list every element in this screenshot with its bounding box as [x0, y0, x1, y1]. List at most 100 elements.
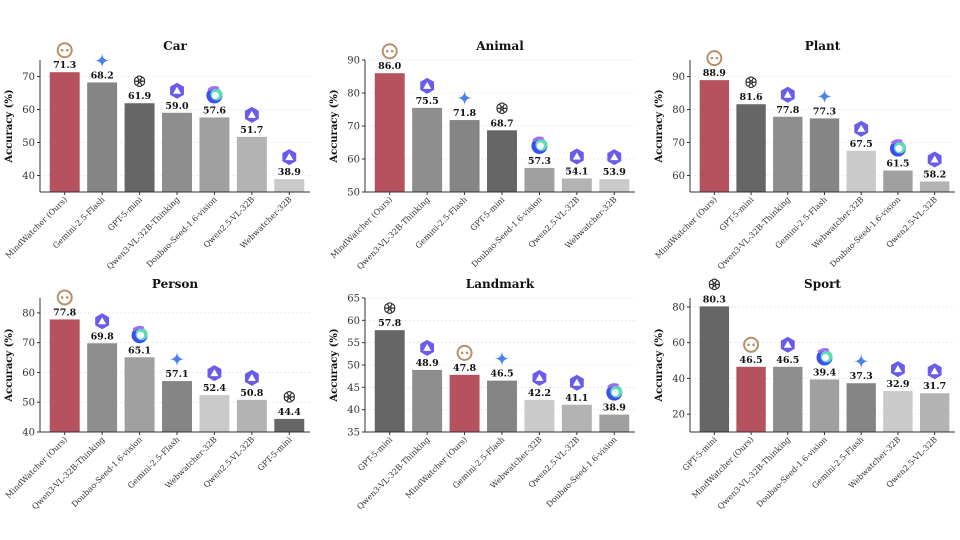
chart-title: Person [152, 277, 198, 291]
bar [374, 330, 405, 432]
bar [524, 399, 555, 432]
qwen-logo-icon [569, 374, 584, 391]
y-tick-label: 80 [672, 302, 685, 313]
bar [162, 381, 192, 432]
y-tick-label: 60 [347, 155, 360, 166]
data-label: 46.5 [490, 369, 513, 380]
x-tick-label: Doubao-Seed-1.6-vision [755, 435, 829, 509]
y-tick-label: 40 [22, 428, 35, 439]
y-tick-label: 80 [672, 105, 685, 116]
qwen-logo-icon [244, 369, 259, 386]
y-tick-label: 55 [347, 338, 360, 349]
qwen-logo-icon [170, 82, 184, 99]
qwen-logo-icon [927, 363, 942, 380]
bar [449, 374, 480, 432]
bar [809, 379, 840, 432]
x-tick-label: MindWatcher (Ours) [654, 195, 719, 260]
smiley-face-icon [381, 43, 398, 60]
x-tick-label: Doubao-Seed-1.6-vision [145, 195, 219, 269]
smiley-face-icon [56, 289, 73, 306]
data-label: 39.4 [813, 367, 837, 378]
x-tick-label: MindWatcher (Ours) [404, 435, 469, 500]
openai-logo-icon [283, 391, 295, 403]
data-label: 67.5 [850, 139, 873, 150]
bar [87, 343, 118, 432]
smiley-face-icon [456, 344, 473, 361]
x-tick-label: Qwen3-VL-32B-Thinking [716, 195, 792, 271]
gemini-star-icon [169, 351, 185, 368]
bar [599, 179, 630, 192]
chart-title: Landmark [466, 277, 535, 291]
qwen-logo-icon [780, 86, 795, 103]
bar [699, 306, 730, 432]
data-label: 57.6 [203, 105, 227, 116]
x-tick-label: Qwen3-VL-32B-Thinking [355, 435, 431, 511]
gemini-star-icon [853, 353, 870, 370]
qwen-logo-icon [780, 336, 795, 353]
subplot-person: Person 40 50 60 70 80 Accuracy (%) 77.8 MindWatc… [4, 277, 310, 511]
data-label: 77.3 [813, 106, 836, 117]
y-tick-label: 60 [22, 105, 35, 116]
data-label: 57.1 [165, 369, 188, 380]
x-tick-label: MindWatcher (Ours) [4, 435, 69, 500]
x-tick-label: Doubao-Seed-1.6-vision [70, 435, 144, 509]
y-tick-label: 40 [347, 405, 360, 416]
y-tick-label: 50 [347, 361, 360, 372]
bar [883, 391, 913, 432]
openai-logo-icon [745, 76, 757, 88]
x-tick-label: MindWatcher (Ours) [690, 435, 755, 500]
data-label: 81.6 [740, 92, 764, 103]
qwen-logo-icon [532, 369, 547, 386]
gemini-star-icon [456, 90, 473, 107]
bar [412, 369, 443, 432]
data-label: 88.9 [703, 68, 727, 79]
qwen-logo-icon [569, 148, 584, 165]
bar [773, 116, 803, 192]
y-tick-label: 90 [347, 56, 360, 67]
bar [524, 167, 555, 192]
qwen-logo-icon [607, 149, 622, 166]
bar [736, 104, 766, 192]
bar [199, 395, 230, 432]
bar [809, 118, 840, 192]
doubao-logo-icon [816, 348, 833, 366]
chart-title: Car [163, 39, 187, 53]
x-tick-label: MindWatcher (Ours) [4, 195, 69, 260]
x-tick-label: Qwen3-VL-32B-Thinking [30, 435, 106, 511]
bar [274, 179, 305, 192]
data-label: 41.1 [565, 393, 588, 404]
data-label: 65.1 [128, 345, 151, 356]
gemini-star-icon [94, 52, 111, 69]
y-axis-label: Accuracy (%) [654, 328, 665, 402]
data-label: 44.4 [278, 407, 302, 418]
bar [487, 380, 517, 432]
x-tick-label: MindWatcher (Ours) [329, 195, 394, 260]
qwen-logo-icon [854, 120, 869, 137]
y-tick-label: 65 [347, 294, 360, 305]
y-tick-label: 60 [672, 338, 685, 349]
bar [846, 150, 876, 192]
bar [487, 130, 517, 192]
data-label: 52.4 [203, 383, 227, 394]
y-tick-label: 70 [347, 122, 360, 133]
y-tick-label: 45 [347, 383, 360, 394]
subplot-car: Car 40 50 60 70 Accuracy (%) 71.3 MindWatcher (… [4, 39, 310, 271]
data-label: 46.5 [740, 355, 763, 366]
data-label: 68.7 [490, 118, 513, 129]
bar [49, 319, 80, 432]
y-axis-label: Accuracy (%) [4, 89, 15, 163]
smiley-face-icon [743, 336, 760, 353]
x-tick-label: Qwen3-VL-32B-Thinking [105, 195, 181, 271]
bar [274, 418, 305, 432]
qwen-logo-icon [420, 77, 435, 94]
gemini-star-icon [494, 350, 510, 367]
bar [49, 72, 80, 192]
x-tick-label: GPT-5-mini [106, 195, 144, 233]
bar [599, 414, 630, 432]
data-label: 61.5 [886, 159, 909, 170]
data-label: 32.9 [886, 379, 910, 390]
bar [561, 178, 592, 192]
data-label: 46.5 [776, 355, 799, 366]
y-tick-label: 50 [22, 398, 35, 409]
